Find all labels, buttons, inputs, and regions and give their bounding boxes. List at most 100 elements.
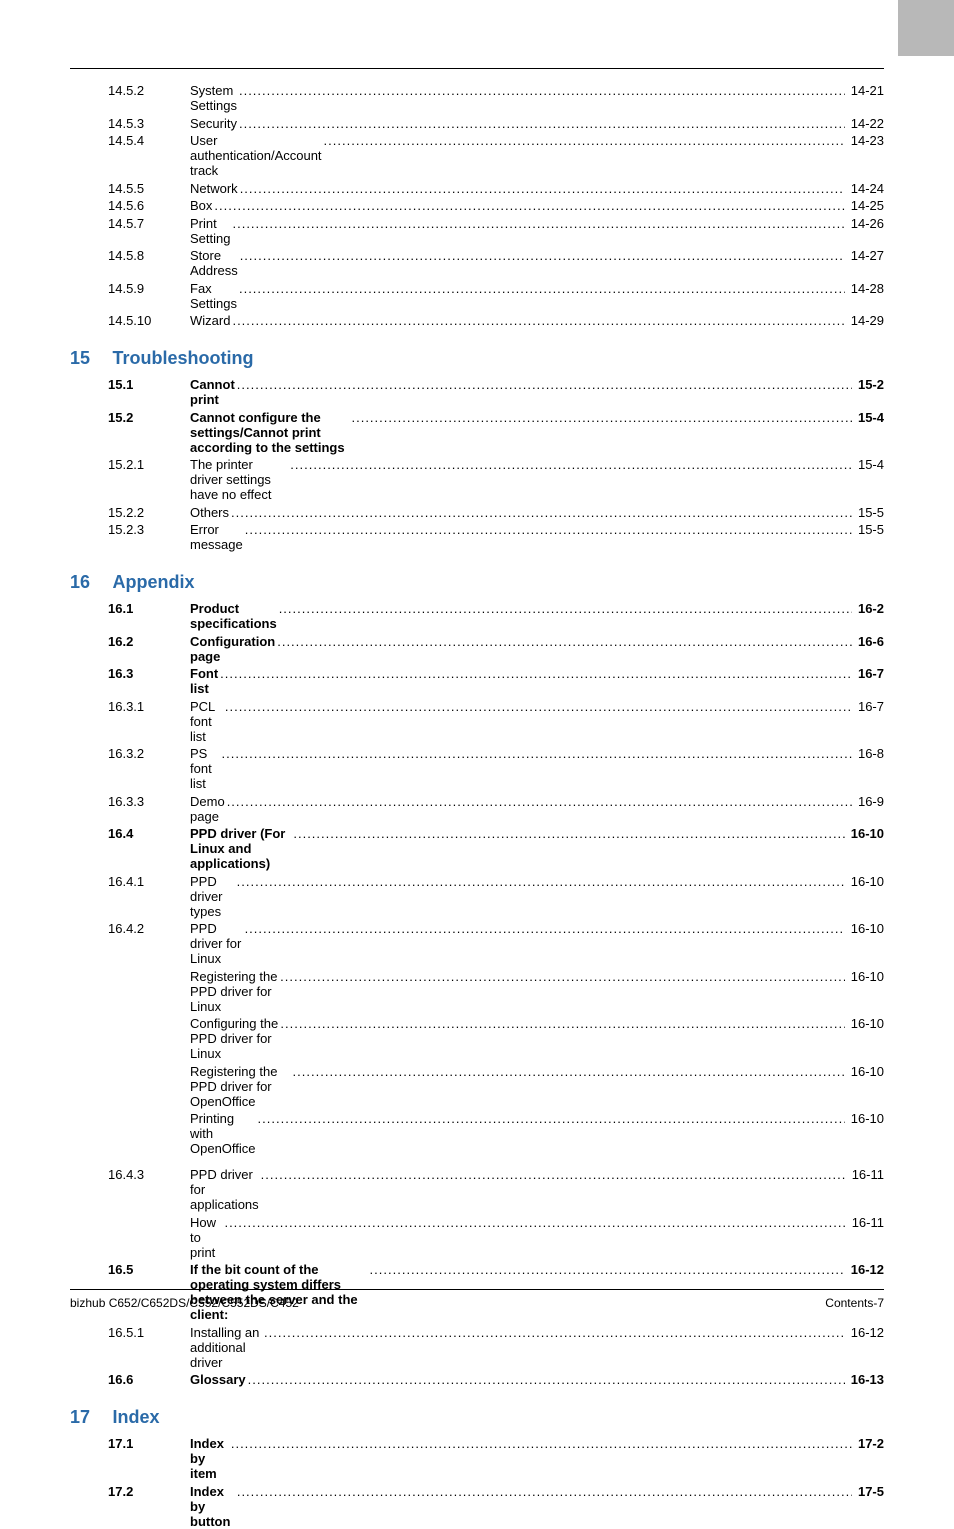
page-footer: bizhub C652/C652DS/C552/C552DS/C452 Cont… [70,1289,884,1310]
toc-entry: 16.3.3Demo page 16-9 [108,794,884,824]
toc-entry-page: 16-7 [854,699,884,714]
toc-entry-number: 14.5.8 [108,248,190,263]
toc-entry-label: Cannot configure the settings/Cannot pri… [190,410,349,455]
toc-entry-number: 15.2.3 [108,522,190,537]
toc-entry-label: System Settings [190,83,237,113]
toc-entry-number: 16.3.2 [108,746,190,761]
toc-entry-page: 14-27 [847,248,884,263]
toc-entry: 15.1Cannot print15-2 [108,377,884,407]
toc-entry: 16.3.2PS font list16-8 [108,746,884,791]
toc-leader [245,522,852,537]
toc-entry-number: 15.2.1 [108,457,190,472]
toc-entry-page: 14-21 [847,83,884,98]
toc-entry-page: 16-11 [848,1167,884,1182]
toc-entry-label: Glossary [190,1372,246,1387]
toc-entry-label: Box [190,198,212,213]
toc-entry: 16.3Font list16-7 [108,666,884,696]
toc-entry-label: Font list [190,666,218,696]
toc-entry-page: 16-10 [847,1016,884,1031]
toc-leader [232,216,844,231]
toc-leader [258,1111,845,1126]
toc-leader [324,133,845,148]
toc-entry-label: PPD driver types [190,874,235,919]
toc-entry-number: 14.5.7 [108,216,190,231]
chapter-title: Troubleshooting [112,348,253,368]
toc-entry: 17.1Index by item 17-2 [108,1436,884,1481]
toc-entry-page: 17-5 [854,1484,884,1499]
toc-entry-label: Error message [190,522,243,552]
toc-entry: 16.3.1PCL font list 16-7 [108,699,884,744]
toc-entry-label: Registering the PPD driver for OpenOffic… [190,1064,291,1109]
toc-entry-page: 16-8 [854,746,884,761]
toc-entry-page: 16-10 [847,1111,884,1126]
toc-leader [239,281,845,296]
toc-leader [231,1436,852,1451]
toc-entry-page: 16-10 [847,874,884,889]
toc-entry-page: 14-29 [847,313,884,328]
toc-entry: 15.2.3Error message15-5 [108,522,884,552]
toc-entry: 14.5.3Security14-22 [108,116,884,131]
toc-entry-label: PPD driver for applications [190,1167,259,1212]
toc-entry-page: 14-23 [847,133,884,148]
toc-leader [370,1262,845,1277]
toc-leader [248,1372,845,1387]
page: 14.5.2System Settings14-2114.5.3Security… [0,0,954,1350]
toc-entry-number: 14.5.6 [108,198,190,213]
toc-entry-number: 16.3.1 [108,699,190,714]
toc-entry: 16.1Product specifications 16-2 [108,601,884,631]
toc-entry-page: 16-12 [847,1325,884,1340]
toc-entry: Printing with OpenOffice16-10 [108,1111,884,1156]
toc-entry: Registering the PPD driver for OpenOffic… [108,1064,884,1109]
toc-entry: 14.5.2System Settings14-21 [108,83,884,113]
toc-entry-number: 15.1 [108,377,190,392]
toc-entry-label: Network [190,181,238,196]
toc-entry-page: 14-22 [847,116,884,131]
toc-entry-number: 16.6 [108,1372,190,1387]
toc-entry-label: The printer driver settings have no effe… [190,457,288,502]
toc-entry-page: 17-2 [854,1436,884,1451]
toc-entry-number: 16.4.3 [108,1167,190,1182]
toc-entry-page: 15-4 [854,457,884,472]
toc-entry-page: 16-2 [854,601,884,616]
toc-entry-label: PCL font list [190,699,223,744]
toc-entry: 16.5.1Installing an additional driver16-… [108,1325,884,1370]
toc-leader [214,198,844,213]
toc-entry-page: 16-10 [847,921,884,936]
toc-entry-number: 14.5.4 [108,133,190,148]
toc-entry-label: Registering the PPD driver for Linux [190,969,278,1014]
toc-leader [237,874,845,889]
toc-entry-label: User authentication/Account track [190,133,322,178]
toc-entry-page: 16-11 [848,1215,884,1230]
toc-entry-page: 16-9 [854,794,884,809]
footer-left: bizhub C652/C652DS/C552/C552DS/C452 [70,1296,299,1310]
chapter-number: 16 [70,572,108,593]
toc-entry-number: 16.3.3 [108,794,190,809]
corner-decoration [898,0,954,56]
toc-section-16: 16.1Product specifications16-216.2Config… [108,601,884,1387]
toc-entry-label: Index by item [190,1436,229,1481]
chapter-16-heading: 16 Appendix [70,572,884,593]
toc-entry-number: 14.5.10 [108,313,190,328]
toc-entry-label: Store Address [190,248,238,278]
toc-entry-number: 16.5 [108,1262,190,1277]
toc-entry: 16.4PPD driver (For Linux and applicatio… [108,826,884,871]
toc-entry-page: 15-2 [854,377,884,392]
toc-leader [279,601,852,616]
toc-entry-label: Demo page [190,794,225,824]
toc-entry-page: 16-10 [847,969,884,984]
toc-entry-label: Others [190,505,229,520]
toc-leader [220,666,852,681]
toc-entry-number: 16.1 [108,601,190,616]
toc-leader [232,313,844,328]
toc-entry-page: 15-5 [854,505,884,520]
chapter-title: Index [112,1407,159,1427]
toc-entry-number: 15.2.2 [108,505,190,520]
toc-entry-page: 16-6 [854,634,884,649]
toc-entry-number: 17.1 [108,1436,190,1451]
toc-leader [245,921,845,936]
toc-entry: 16.4.2PPD driver for Linux16-10 [108,921,884,966]
toc-entry: 14.5.4User authentication/Account track 1… [108,133,884,178]
toc-entry-label: Product specifications [190,601,277,631]
toc-section-14: 14.5.2System Settings14-2114.5.3Security… [108,83,884,328]
toc-leader [264,1325,845,1340]
